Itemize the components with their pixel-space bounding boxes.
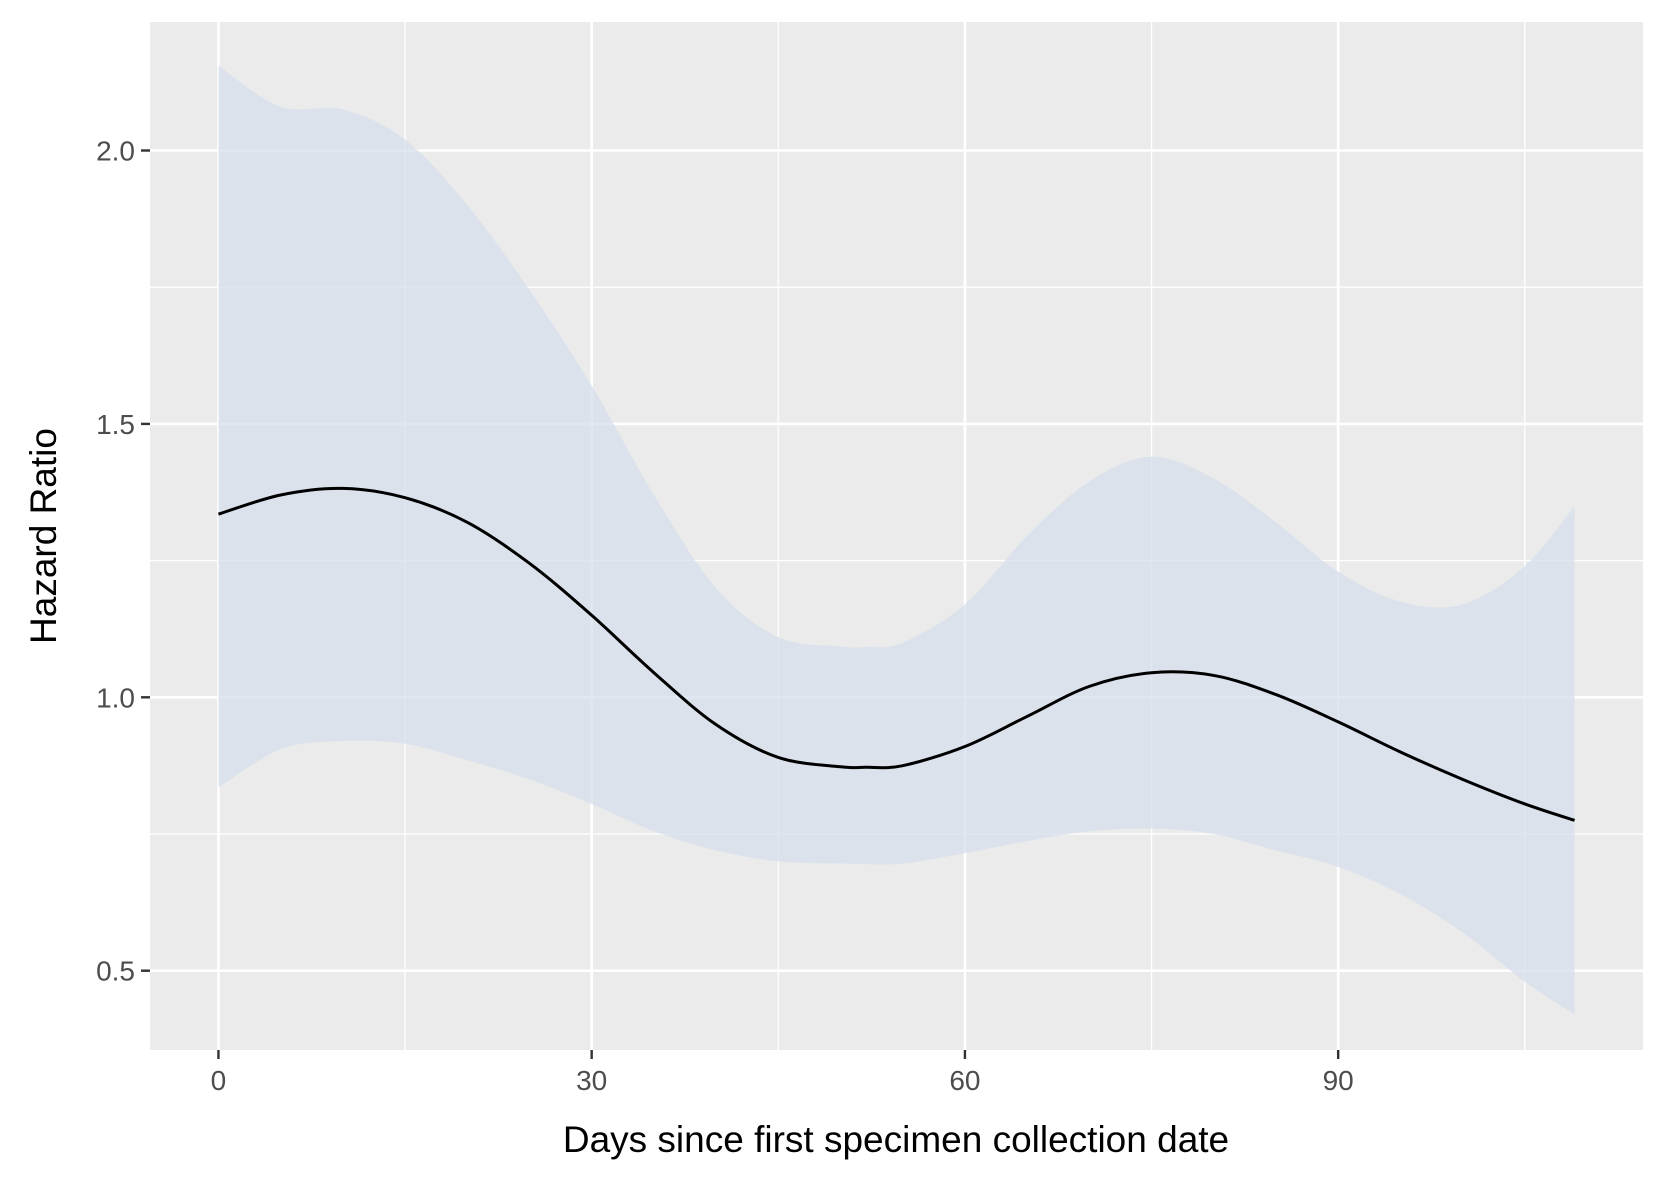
y-tick-label: 1.0 — [96, 682, 135, 713]
confidence-band — [218, 65, 1575, 1015]
major-gridlines — [150, 22, 1643, 1050]
x-tick-label: 60 — [949, 1065, 980, 1096]
x-tick-label: 30 — [576, 1065, 607, 1096]
y-tick-label: 2.0 — [96, 136, 135, 167]
y-tick-label: 0.5 — [96, 956, 135, 987]
line-layer — [217, 486, 1576, 822]
y-axis-title: Hazard Ratio — [23, 428, 64, 644]
x-axis: 0 30 60 90 — [211, 1050, 1354, 1096]
confidence-band-layer — [218, 65, 1575, 1015]
x-axis-title: Days since first specimen collection dat… — [563, 1119, 1229, 1160]
x-tick-label: 90 — [1323, 1065, 1354, 1096]
y-axis: 0.5 1.0 1.5 2.0 — [96, 136, 150, 987]
x-tick-label: 0 — [211, 1065, 227, 1096]
y-tick-label: 1.5 — [96, 409, 135, 440]
hazard-ratio-line — [217, 486, 1576, 822]
